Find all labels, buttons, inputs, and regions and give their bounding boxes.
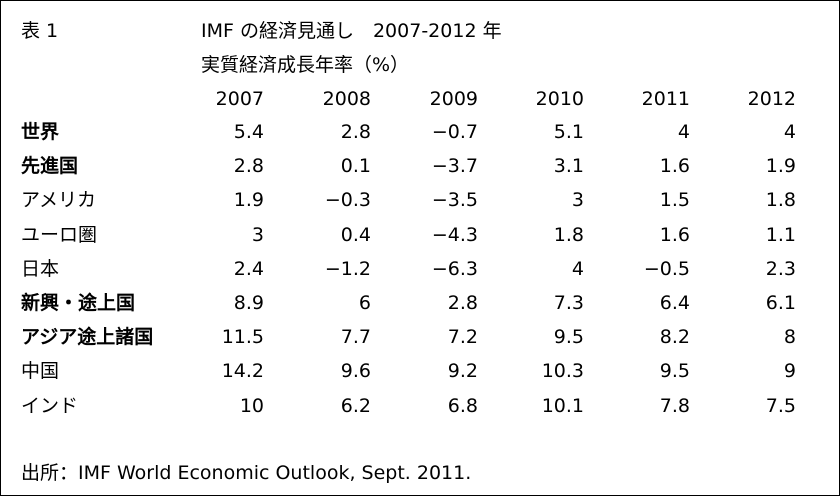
year-header: 2010 [535,88,584,110]
table-cell: 4 [571,257,584,280]
table-cell: 8.9 [233,292,264,314]
row-label: 世界 [21,121,60,143]
table-label: 表 1 [21,20,59,42]
row-label: アジア途上諸国 [21,326,154,349]
table-cell: 7.3 [553,292,584,314]
table-cell: 7.7 [340,326,371,349]
year-header: 2009 [429,88,478,110]
table-cell: 1.8 [553,223,584,246]
table-cell: 1.6 [659,223,690,246]
table-cell: 3.1 [553,155,584,178]
row-label: インド [21,394,79,417]
source-note: 出所：IMF World Economic Outlook, Sept. 201… [21,462,472,484]
table-cell: 6.8 [447,394,478,417]
year-header: 2011 [641,88,690,110]
table-cell: 9 [783,360,796,383]
table-cell: 1.5 [659,189,690,212]
table-cell: 4 [677,121,690,143]
row-label: 日本 [21,257,60,280]
table-cell: 2.3 [765,257,796,280]
table-cell: −6.3 [431,257,478,280]
table-cell: −3.5 [431,189,478,212]
table-cell: 10.1 [541,394,584,417]
year-header: 2007 [215,88,264,110]
row-label: アメリカ [21,189,97,212]
table-cell: 3 [571,189,584,212]
table-cell: 3 [251,223,264,246]
table-cell: 14.2 [221,360,264,383]
table-cell: 1.1 [765,223,796,246]
table-cell: 10.3 [541,360,584,383]
row-label: 先進国 [21,155,79,178]
table-cell: 9.6 [340,360,371,383]
table-cell: −0.7 [431,121,478,143]
table-cell: −3.7 [431,155,478,178]
table-cell: 10 [239,394,264,417]
table-cell: −0.3 [324,189,371,212]
table-cell: 0.1 [340,155,371,178]
row-label: 中国 [21,360,60,383]
table-cell: 1.8 [765,189,796,212]
table-cell: 2.8 [340,121,371,143]
table-cell: −0.5 [643,257,690,280]
table-cell: 1.9 [765,155,796,178]
table-cell: 1.6 [659,155,690,178]
table-cell: 2.4 [233,257,264,280]
table-cell: −1.2 [324,257,371,280]
table-cell: 8.2 [659,326,690,349]
table-cell: 4 [783,121,796,143]
table-cell: 9.5 [553,326,584,349]
table-cell: 9.5 [659,360,690,383]
table-title: IMF の経済見通し 2007-2012 年 [201,20,502,42]
table-cell: 6.1 [765,292,796,314]
row-label: 新興・途上国 [21,292,136,314]
table-cell: 6 [358,292,371,314]
table-cell: 5.4 [233,121,264,143]
year-header: 2008 [322,88,371,110]
table-cell: 11.5 [221,326,264,349]
table-cell: 8 [783,326,796,349]
table-cell: 1.9 [233,189,264,212]
table-cell: 9.2 [447,360,478,383]
table-subtitle: 実質経済成長年率（%） [201,54,410,76]
table-cell: 2.8 [233,155,264,178]
table-cell: −4.3 [431,223,478,246]
table-cell: 0.4 [340,223,371,246]
table-cell: 7.5 [765,394,796,417]
year-header: 2012 [747,88,796,110]
table-cell: 5.1 [553,121,584,143]
table-cell: 6.4 [659,292,690,314]
table-cell: 7.8 [659,394,690,417]
table-cell: 6.2 [340,394,371,417]
table-cell: 7.2 [447,326,478,349]
table-cell: 2.8 [447,292,478,314]
row-label: ユーロ圏 [21,223,98,246]
